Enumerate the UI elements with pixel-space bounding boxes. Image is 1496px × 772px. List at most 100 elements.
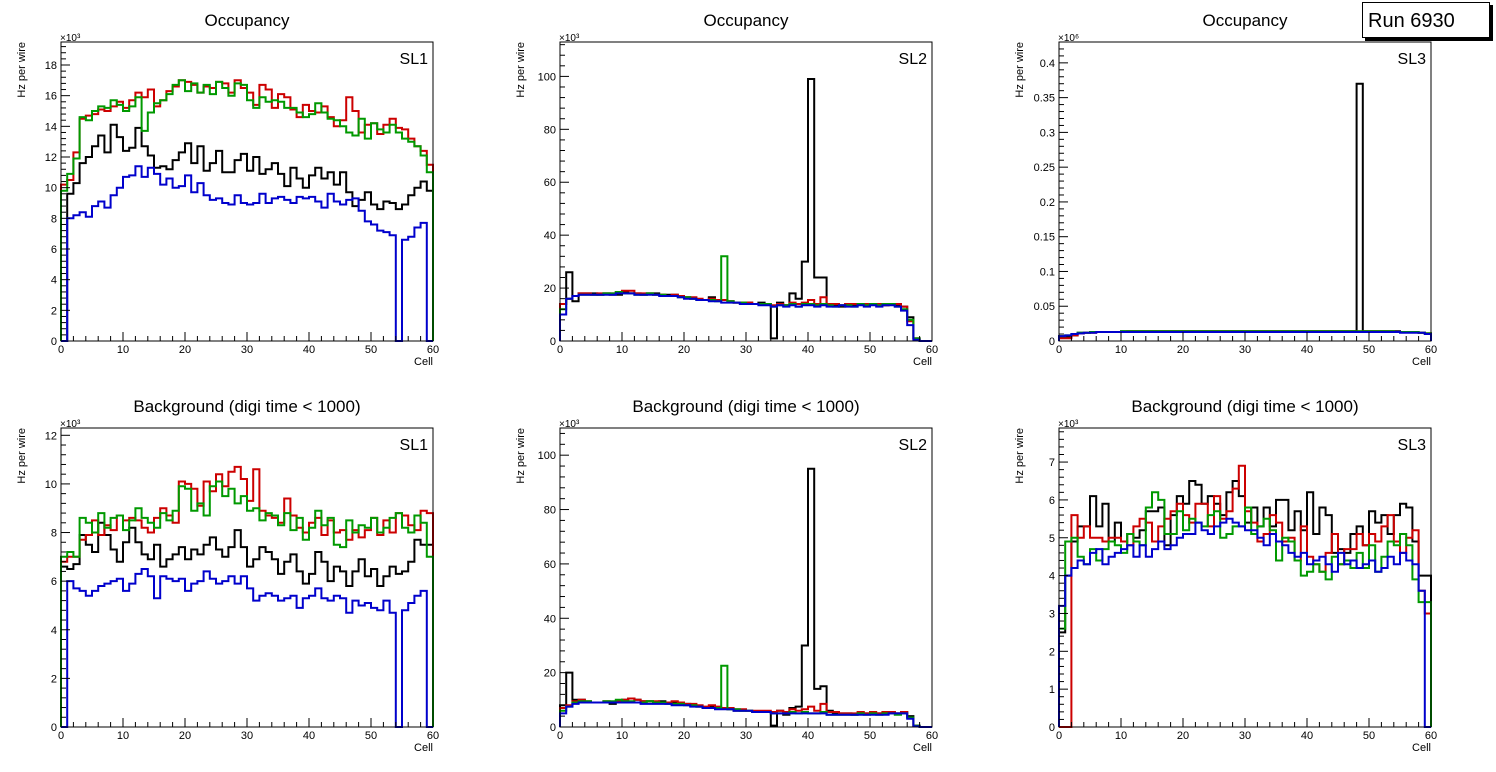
panel-title: Occupancy (703, 11, 789, 30)
x-tick-label: 30 (1239, 344, 1251, 356)
series-black (61, 123, 434, 342)
panel-title: Occupancy (204, 11, 290, 30)
y-axis-label: Hz per wire (1014, 428, 1026, 484)
superlayer-label: SL1 (400, 437, 429, 454)
y-tick-label: 80 (544, 124, 556, 136)
x-tick-label: 60 (1425, 730, 1437, 742)
superlayer-label: SL2 (899, 437, 928, 454)
x-tick-label: 40 (1301, 730, 1313, 742)
y-exponent-label: ×10³ (1058, 419, 1079, 430)
y-tick-label: 12 (45, 152, 57, 164)
x-axis-label: Cell (1412, 356, 1431, 368)
x-tick-label: 40 (1301, 344, 1313, 356)
y-tick-label: 14 (45, 121, 57, 133)
panel-4: Background (digi time < 1000)0 10 20 30 40 50… (16, 397, 439, 754)
y-tick-label: 2 (1049, 646, 1055, 658)
superlayer-label: SL1 (400, 51, 429, 68)
y-exponent-label: ×10³ (60, 33, 81, 44)
x-tick-label: 0 (1056, 344, 1062, 356)
x-tick-label: 20 (179, 344, 191, 356)
superlayer-label: SL3 (1398, 437, 1427, 454)
y-tick-label: 4 (51, 625, 57, 637)
x-tick-label: 10 (117, 344, 129, 356)
y-tick-label: 60 (544, 177, 556, 189)
panel-title: Background (digi time < 1000) (1131, 397, 1358, 416)
series-black (1058, 82, 1432, 341)
series-black (60, 521, 434, 727)
x-tick-label: 20 (179, 730, 191, 742)
x-axis-label: Cell (913, 356, 932, 368)
x-tick-label: 0 (58, 344, 64, 356)
series-blue (61, 568, 433, 728)
panel-1: Occupancy 0 10 20 30 40 50 60 0 2 4 6 8 10 12 14 16 18 ×10… (16, 11, 439, 368)
y-tick-label: 0 (1049, 336, 1055, 348)
y-exponent-label: ×10³ (60, 419, 81, 430)
panel-6: Background (digi time < 1000)0 10 20 30 40 50… (1014, 397, 1437, 754)
superlayer-label: SL2 (899, 51, 928, 68)
x-tick-label: 50 (365, 344, 377, 356)
x-tick-label: 30 (1239, 730, 1251, 742)
y-tick-label: 6 (51, 244, 57, 256)
y-tick-label: 6 (1049, 495, 1055, 507)
y-tick-label: 0.35 (1034, 93, 1055, 105)
x-tick-label: 30 (241, 344, 253, 356)
y-tick-label: 20 (544, 283, 556, 295)
series-black (559, 467, 932, 728)
y-tick-label: 6 (51, 576, 57, 588)
y-tick-label: 80 (544, 505, 556, 517)
run-label-box: Run 6930 (1362, 2, 1490, 38)
series-red (1059, 464, 1432, 728)
plot-frame (559, 427, 933, 728)
x-tick-label: 30 (740, 344, 752, 356)
y-tick-label: 18 (45, 60, 57, 72)
y-tick-label: 4 (1049, 571, 1055, 583)
y-tick-label: 0.05 (1034, 301, 1055, 313)
x-tick-label: 50 (365, 730, 377, 742)
x-tick-label: 20 (678, 730, 690, 742)
panel-3: Occupancy 0 10 20 30 40 50 60 0 0.05 0.1 0.15 0.2 0.2… (1014, 11, 1437, 368)
y-tick-label: 0 (1049, 722, 1055, 734)
x-tick-label: 40 (802, 730, 814, 742)
x-tick-label: 20 (1177, 344, 1189, 356)
x-tick-label: 0 (557, 730, 563, 742)
x-tick-label: 10 (117, 730, 129, 742)
y-axis-label: Hz per wire (1014, 42, 1026, 98)
y-tick-label: 0 (51, 722, 57, 734)
x-tick-label: 60 (926, 344, 938, 356)
series-blue (559, 701, 932, 728)
y-tick-label: 8 (51, 528, 57, 540)
x-tick-label: 10 (616, 344, 628, 356)
y-tick-label: 100 (538, 71, 556, 83)
y-tick-label: 2 (51, 673, 57, 685)
x-tick-label: 60 (1425, 344, 1437, 356)
y-tick-label: 1 (1049, 684, 1055, 696)
y-exponent-label: ×10³ (559, 419, 580, 430)
series-green (559, 664, 932, 728)
y-tick-label: 0.3 (1040, 127, 1055, 139)
y-tick-label: 7 (1049, 457, 1055, 469)
y-tick-label: 10 (45, 479, 57, 491)
series-green (60, 79, 434, 341)
y-tick-label: 3 (1049, 608, 1055, 620)
y-tick-label: 8 (51, 213, 57, 225)
y-tick-label: 0 (51, 336, 57, 348)
y-tick-label: 0 (550, 336, 556, 348)
x-tick-label: 0 (1056, 730, 1062, 742)
run-label: Run 6930 (1368, 10, 1455, 32)
x-tick-label: 0 (557, 344, 563, 356)
y-exponent-label: ×10⁶ (1058, 33, 1079, 44)
x-tick-label: 60 (427, 344, 439, 356)
x-tick-label: 30 (740, 730, 752, 742)
plot-frame (1058, 41, 1432, 342)
y-tick-label: 2 (51, 305, 57, 317)
y-axis-label: Hz per wire (515, 42, 527, 98)
y-tick-label: 0.15 (1034, 232, 1055, 244)
y-tick-label: 20 (544, 668, 556, 680)
y-tick-label: 10 (45, 183, 57, 195)
x-tick-label: 50 (1363, 344, 1375, 356)
y-tick-label: 0.25 (1034, 162, 1055, 174)
y-tick-label: 0 (550, 722, 556, 734)
series-blue (559, 292, 932, 342)
panel-title: Background (digi time < 1000) (133, 397, 360, 416)
